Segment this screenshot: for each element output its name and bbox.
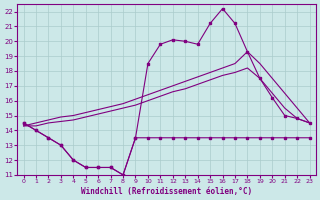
X-axis label: Windchill (Refroidissement éolien,°C): Windchill (Refroidissement éolien,°C) (81, 187, 252, 196)
